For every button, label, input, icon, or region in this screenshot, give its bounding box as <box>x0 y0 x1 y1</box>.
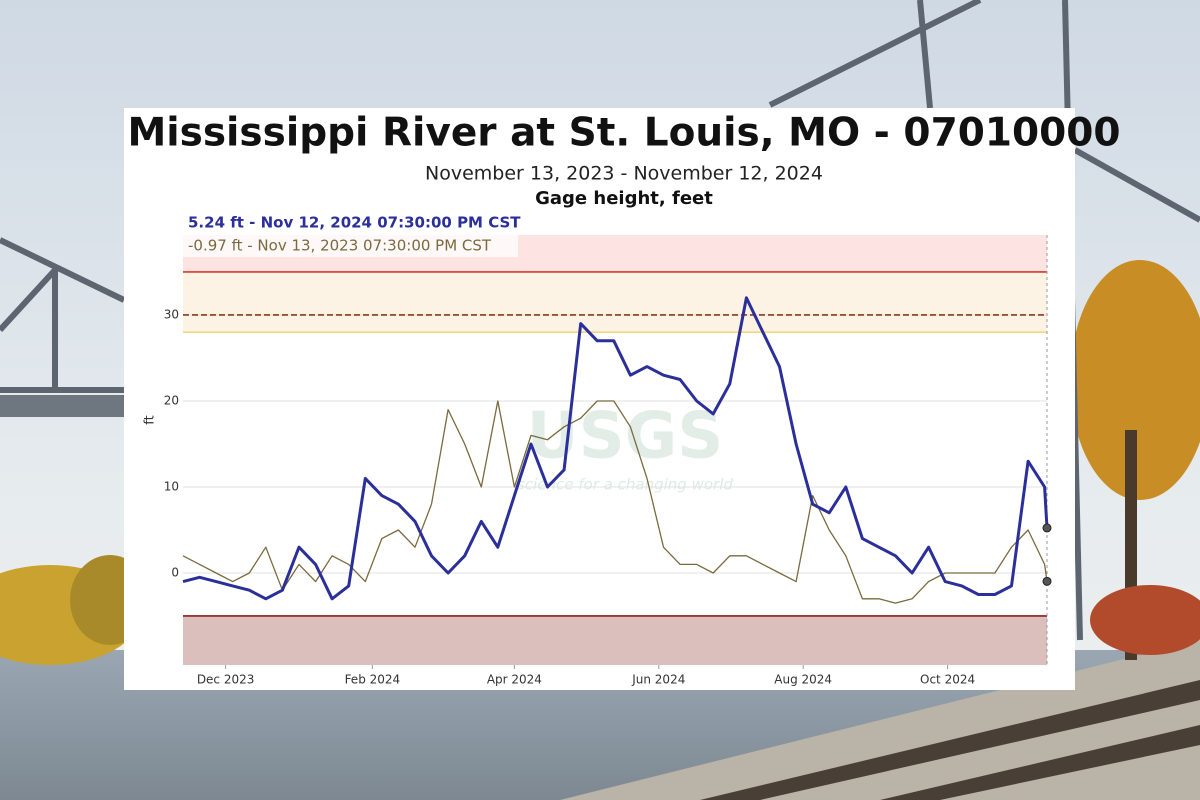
legend-entry: 5.24 ft - Nov 12, 2024 07:30:00 PM CST <box>188 214 521 232</box>
y-tick-label: 20 <box>164 393 179 407</box>
x-tick-label: Dec 2023 <box>197 673 255 687</box>
threshold-band <box>183 615 1047 665</box>
plot-area: 0 10 20 30 USGS science for a changing world D… <box>164 214 1052 687</box>
end-point <box>1042 523 1052 533</box>
chart-title: Mississippi River at St. Louis, MO - 070… <box>127 111 1120 156</box>
watermark-tagline: science for a changing world <box>517 476 733 494</box>
y-tick-label: 10 <box>164 479 179 493</box>
y-axis-label: ft <box>143 415 158 424</box>
legend-entry: -0.97 ft - Nov 13, 2023 07:30:00 PM CST <box>188 237 492 255</box>
x-tick-label: Apr 2024 <box>487 673 542 687</box>
y-tick-label: 0 <box>171 565 179 579</box>
series-line <box>182 296 1049 601</box>
x-tick-label: Feb 2024 <box>345 673 401 687</box>
watermark-logo: USGS <box>527 400 724 474</box>
x-tick-label: Aug 2024 <box>774 673 832 687</box>
chart-subtitle: November 13, 2023 - November 12, 2024 <box>425 163 823 185</box>
y-tick-label: 30 <box>164 307 179 321</box>
chart-label: Gage height, feet <box>535 188 713 209</box>
legend-bg <box>183 235 518 257</box>
x-tick-label: Oct 2024 <box>920 673 975 687</box>
series-line <box>182 400 1048 604</box>
end-point <box>1042 576 1052 586</box>
x-tick-label: Jun 2024 <box>631 673 685 687</box>
chart-card <box>124 108 1075 690</box>
